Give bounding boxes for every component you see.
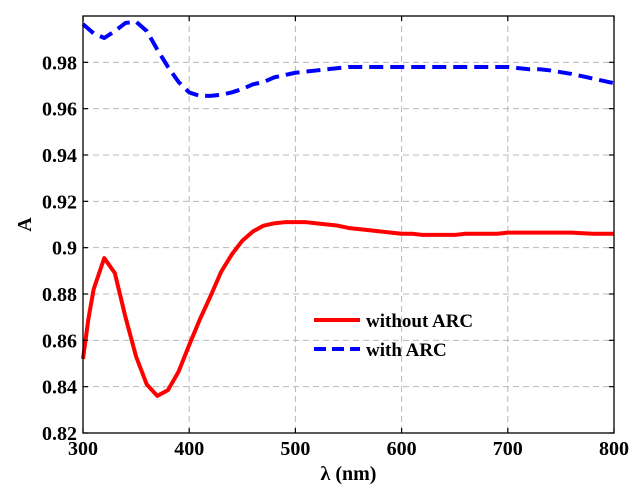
y-tick-label: 0.82 [42,423,77,445]
x-axis-label: λ (nm) [321,463,377,485]
series-layer [81,19,615,398]
y-tick-label: 0.84 [42,377,77,399]
y-tick-label: 0.9 [52,238,77,260]
y-tick-label: 0.92 [42,191,77,213]
tick-labels: 300 400 500 600 700 800 0.82 0.84 0.86 0.88 0.9 0.9… [42,52,629,460]
x-tick-label: 300 [68,438,98,460]
y-tick-label: 0.98 [42,52,77,74]
series-line-without-arc [81,220,614,398]
y-tick-label: 0.94 [42,145,77,167]
x-tick-label: 700 [493,438,523,460]
legend: without ARC with ARC [314,311,473,361]
y-axis-label: A [14,217,36,232]
ticks [82,16,615,434]
y-tick-label: 0.96 [42,99,77,121]
legend-label-with-arc: with ARC [366,340,447,361]
grid [83,16,614,433]
x-tick-label: 600 [387,438,417,460]
legend-label-without-arc: without ARC [366,311,473,332]
x-tick-label: 400 [174,438,204,460]
plot-frame [82,15,615,434]
x-tick-label: 500 [280,438,310,460]
series-line-with-arc [81,19,615,98]
y-tick-label: 0.88 [42,284,77,306]
y-tick-label: 0.86 [42,330,77,352]
x-tick-label: 800 [599,438,629,460]
